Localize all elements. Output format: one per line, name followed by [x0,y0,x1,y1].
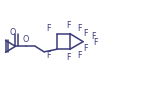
Text: F: F [83,29,87,39]
Text: F: F [93,38,98,47]
Text: O: O [22,35,29,44]
Text: F: F [77,51,82,60]
Text: F: F [83,44,87,53]
Text: F: F [66,53,71,62]
Text: F: F [46,51,50,60]
Text: O: O [9,28,15,37]
Text: F: F [46,24,50,33]
Text: F: F [66,21,71,30]
Text: F: F [91,32,96,41]
Text: F: F [77,24,82,33]
